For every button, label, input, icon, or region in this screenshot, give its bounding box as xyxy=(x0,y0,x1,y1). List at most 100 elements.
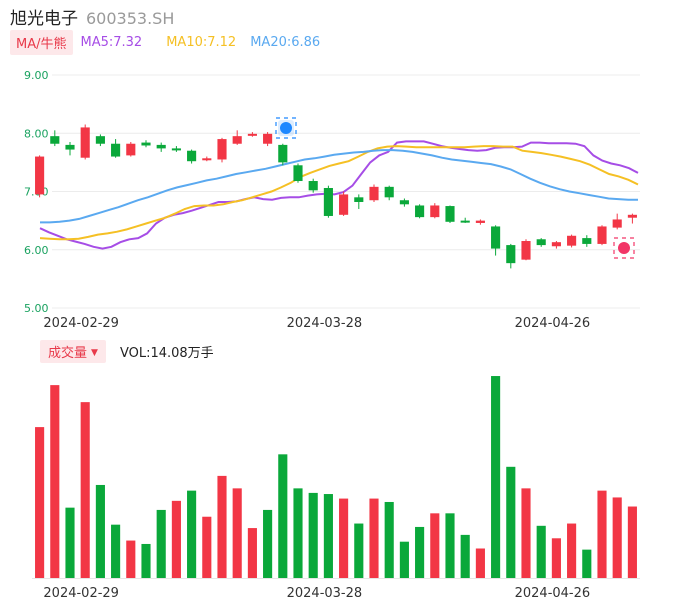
volume-bar xyxy=(612,497,622,578)
volume-bar xyxy=(232,488,242,578)
candle-body xyxy=(384,186,394,198)
volume-bar xyxy=(460,534,470,578)
candle-body xyxy=(339,194,349,215)
volume-bar xyxy=(35,427,45,578)
candle-body xyxy=(582,238,592,244)
candle-body xyxy=(65,144,75,150)
candle-body xyxy=(567,235,577,246)
volume-bar xyxy=(95,484,105,578)
candle-body xyxy=(551,242,561,247)
bear-marker-dot xyxy=(280,122,292,134)
candle-body xyxy=(50,136,60,144)
candle-body xyxy=(369,186,379,201)
candle-body xyxy=(232,136,242,144)
candle-body xyxy=(308,181,318,191)
candle-body xyxy=(460,220,470,223)
volume-bar xyxy=(308,492,318,578)
candle-body xyxy=(323,188,333,216)
x-tick-label-price: 2024-02-29 xyxy=(43,316,119,331)
candle-body xyxy=(156,144,166,149)
candle-body xyxy=(445,206,455,222)
y-tick-label: 6.00 xyxy=(24,244,49,257)
candle-body xyxy=(263,133,273,144)
title-row: 旭光电子 600353.SH xyxy=(10,4,175,29)
candle-body xyxy=(597,226,607,244)
ma10-line xyxy=(39,145,639,241)
volume-bar xyxy=(111,524,121,578)
volume-bar xyxy=(430,513,440,578)
ma-toggle-button[interactable]: MA/牛熊 xyxy=(10,29,73,55)
volume-bar xyxy=(551,538,561,578)
volume-bar xyxy=(521,488,531,578)
candle-body xyxy=(399,200,409,205)
y-tick-label: 8.00 xyxy=(24,127,49,140)
volume-bar xyxy=(80,402,90,578)
candle-body xyxy=(278,144,288,163)
volume-bar xyxy=(141,543,151,578)
candle-body xyxy=(126,143,136,156)
caret-down-icon: ▼ xyxy=(91,347,98,358)
candle-body xyxy=(536,239,546,246)
bear-marker-frame xyxy=(275,117,297,139)
stock-name: 旭光电子 xyxy=(10,9,78,29)
volume-bar xyxy=(217,475,227,578)
y-tick-label: 5.00 xyxy=(24,302,49,315)
ma5-label: MA5:7.32 xyxy=(80,34,143,50)
ma5-line xyxy=(39,140,639,250)
volume-bar xyxy=(415,526,425,578)
ma-legend: MA/牛熊 MA5:7.32 MA10:7.12 MA20:6.86 xyxy=(10,29,334,55)
volume-bar xyxy=(597,490,607,578)
ma20-line xyxy=(40,149,638,224)
volume-bar xyxy=(354,523,364,578)
candle-body xyxy=(247,133,257,136)
volume-bar xyxy=(506,466,516,578)
candle-body xyxy=(202,158,212,161)
candle-body xyxy=(95,136,105,144)
volume-bar xyxy=(293,488,303,578)
ma20-label: MA20:6.86 xyxy=(250,34,321,50)
volume-bar xyxy=(582,549,592,578)
volume-bar xyxy=(65,507,75,578)
candle-body xyxy=(354,197,364,202)
x-tick-label-price: 2024-04-26 xyxy=(515,316,591,331)
volume-bar xyxy=(187,490,197,578)
x-tick-label-price: 2024-03-28 xyxy=(287,316,363,331)
candle-body xyxy=(521,241,531,260)
volume-bar xyxy=(202,516,212,578)
x-tick-label-volume: 2024-04-26 xyxy=(515,586,591,601)
candle-body xyxy=(141,142,151,146)
bear-marker-icon xyxy=(275,117,297,139)
candle-body xyxy=(171,148,181,151)
y-tick-label: 9.00 xyxy=(24,69,49,82)
ma10-label: MA10:7.12 xyxy=(166,34,237,50)
candle-body xyxy=(627,214,637,218)
candle-body xyxy=(430,205,440,218)
stock-code: 600353.SH xyxy=(86,9,175,28)
candle-body xyxy=(612,219,622,228)
volume-bar xyxy=(536,525,546,578)
bull-marker-dot xyxy=(618,242,630,254)
volume-bar xyxy=(171,500,181,578)
x-tick-label-volume: 2024-03-28 xyxy=(287,586,363,601)
volume-bar xyxy=(247,528,257,578)
candle-body xyxy=(415,205,425,218)
volume-bar xyxy=(339,498,349,578)
candle-body xyxy=(187,150,197,162)
volume-bar xyxy=(567,523,577,578)
candle-body xyxy=(80,127,90,158)
candle-body xyxy=(111,143,121,157)
candle-body xyxy=(293,165,303,182)
volume-header: 成交量 ▼ VOL:14.08万手 xyxy=(40,339,214,363)
candle-body xyxy=(217,139,227,160)
volume-bar xyxy=(156,509,166,578)
volume-bar xyxy=(369,498,379,578)
volume-indicator-button[interactable]: 成交量 ▼ xyxy=(40,339,106,363)
candle-body xyxy=(491,226,501,249)
volume-bar xyxy=(50,385,60,578)
volume-bar xyxy=(475,548,485,578)
volume-value: VOL:14.08万手 xyxy=(119,345,214,361)
volume-bar xyxy=(627,506,637,578)
volume-bar xyxy=(126,540,136,578)
candle-body xyxy=(506,245,516,264)
